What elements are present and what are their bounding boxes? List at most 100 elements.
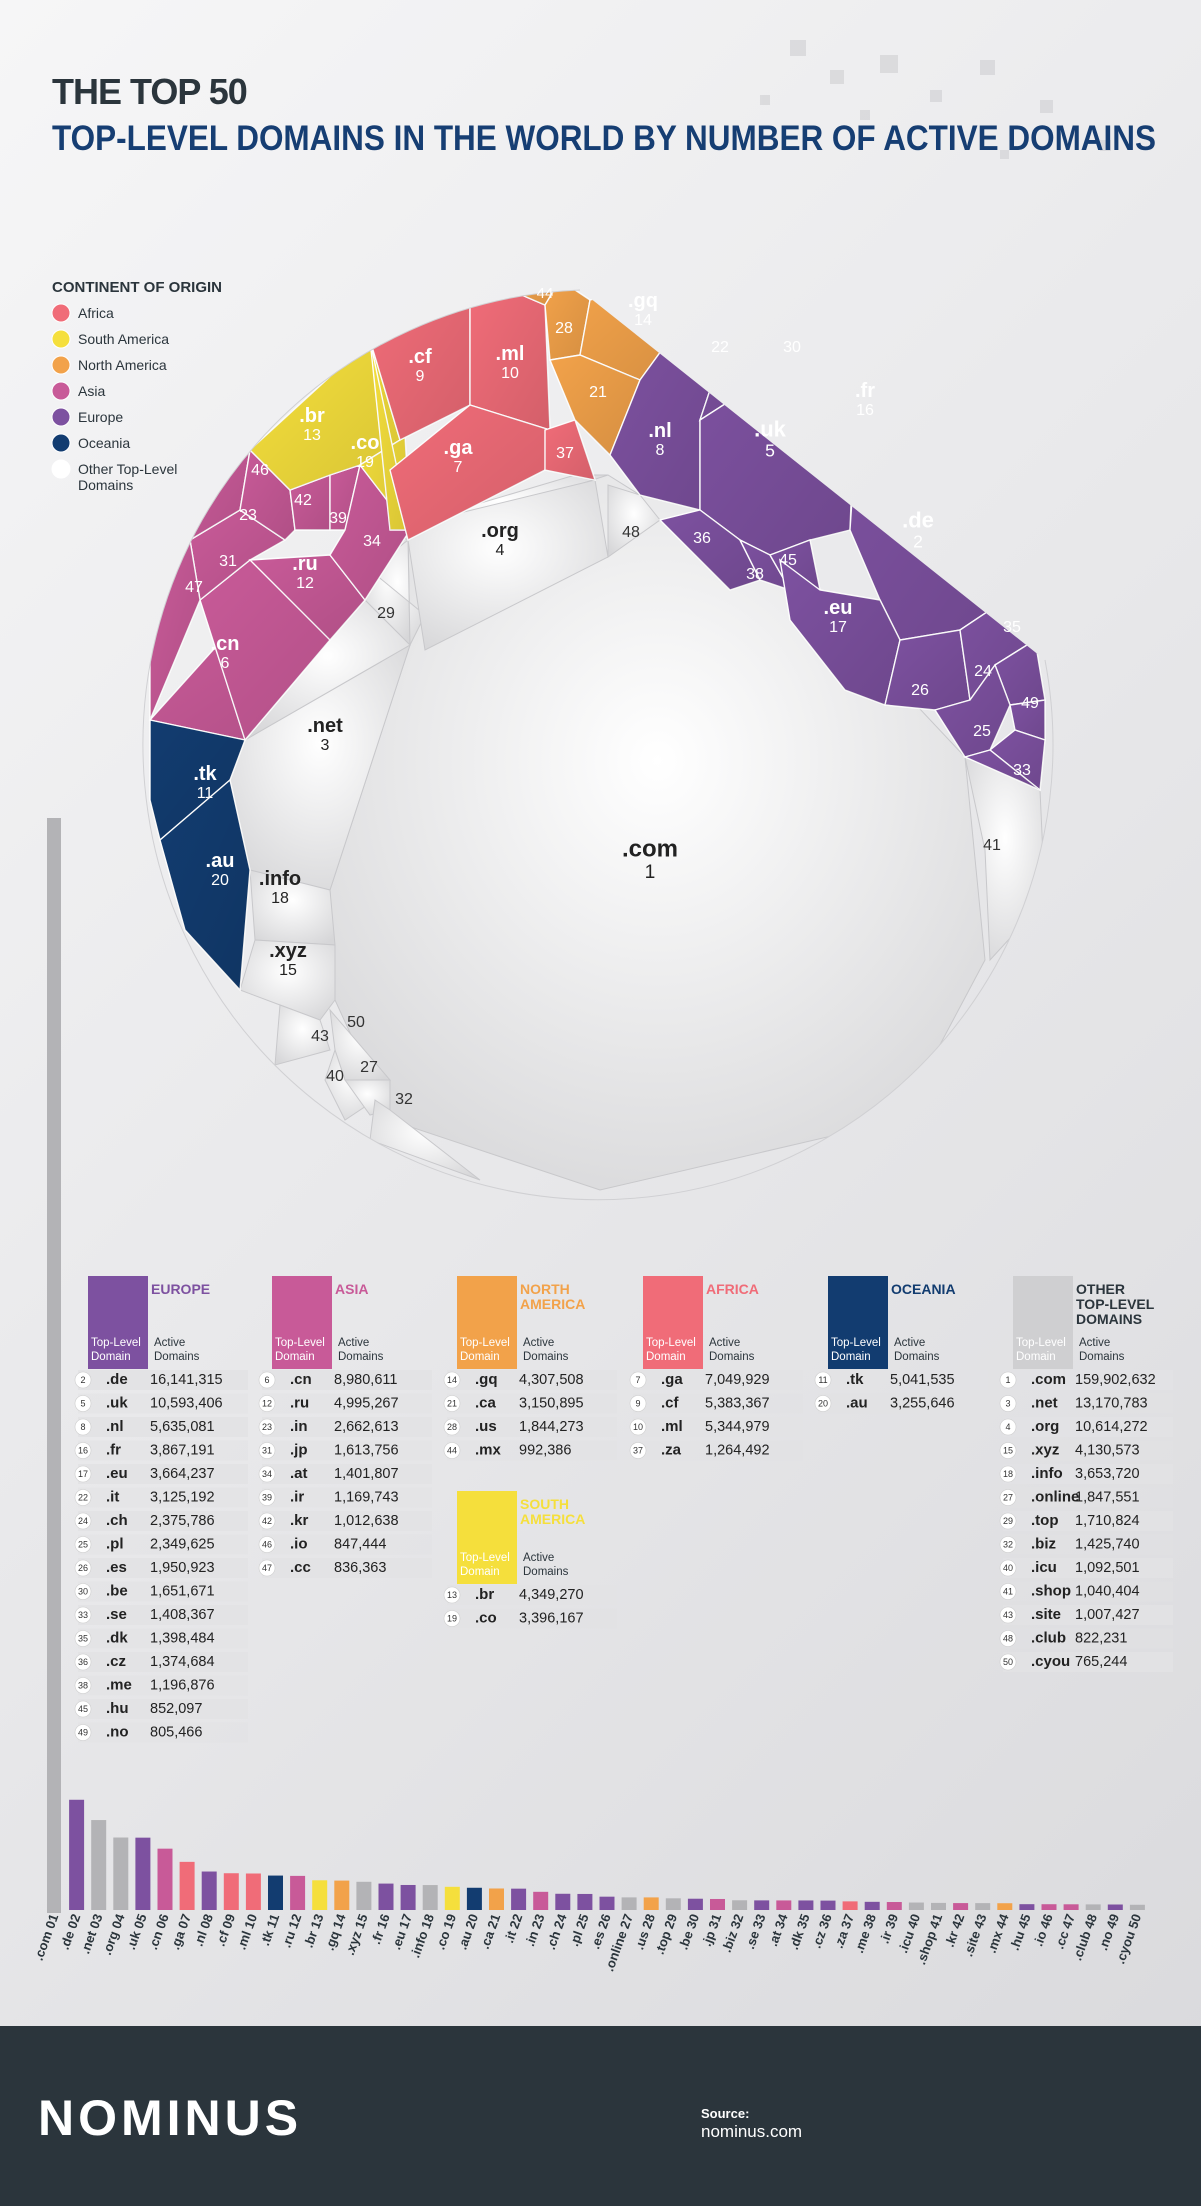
- rank-number: 3: [1005, 1399, 1010, 1409]
- table-row: 11 .tk 5,041,535: [814, 1370, 988, 1390]
- table-row-bg: [78, 1440, 248, 1461]
- rank-number: 27: [1003, 1493, 1013, 1503]
- tld-name: .shop: [1031, 1583, 1071, 1600]
- rank-badge: [258, 1442, 276, 1459]
- voronoi-label-rank: 22: [711, 339, 729, 356]
- rank-badge: [999, 1606, 1017, 1624]
- rank-number: 21: [447, 1399, 457, 1409]
- bar-category-label: .fr 16: [368, 1912, 393, 1946]
- table-row: 28 .us 1,844,273: [443, 1417, 617, 1437]
- table-row: 25 .pl 2,349,625: [74, 1534, 248, 1555]
- voronoi-cell-shade: [190, 510, 285, 600]
- active-domains-value: 7,049,929: [705, 1372, 770, 1388]
- voronoi-label-rank: 4: [496, 542, 505, 559]
- rank-number: 1: [1005, 1375, 1010, 1385]
- table-row-bg: [633, 1440, 803, 1461]
- rank-badge: [74, 1395, 92, 1412]
- bar: [687, 1898, 703, 1910]
- table-row-bg: [78, 1605, 248, 1625]
- bar: [378, 1883, 394, 1910]
- rank-badge: [258, 1465, 276, 1483]
- table-europe: EUROPE Top-Level Domain Active Domains 2 .de 16…: [74, 1276, 248, 1743]
- active-domains-value: 2,375,786: [150, 1513, 215, 1529]
- voronoi-label-rank: 48: [622, 524, 640, 541]
- voronoi-label: .ga7: [444, 437, 474, 476]
- voronoi-cell: [764, 299, 821, 377]
- voronoi-label-name: .net: [307, 715, 343, 737]
- bar: [422, 1885, 438, 1910]
- legend-label: North America: [78, 357, 167, 373]
- bar-category-label: .com 01: [31, 1912, 62, 1963]
- voronoi-cell-shade: [700, 350, 855, 555]
- table-title: SOUTH AMERICA: [520, 1496, 585, 1527]
- voronoi-label-rank: 38: [746, 566, 764, 583]
- voronoi-cell-shade: [990, 730, 1045, 790]
- rank-badge: [74, 1512, 92, 1530]
- voronoi-label: 35: [1003, 619, 1021, 636]
- table-row-bg: [262, 1511, 432, 1531]
- rank-number: 23: [262, 1422, 272, 1432]
- table-row: 49 .no 805,466: [74, 1722, 248, 1743]
- bar: [798, 1900, 814, 1910]
- rank-number: 45: [78, 1704, 88, 1714]
- rank-badge: [443, 1371, 461, 1389]
- voronoi-cell-shade: [550, 355, 640, 455]
- bar: [489, 1888, 504, 1910]
- voronoi-cell: [274, 1004, 331, 1066]
- table-row-bg: [1003, 1652, 1173, 1672]
- active-domains-value: 2,349,625: [150, 1537, 215, 1553]
- source-value: nominus.com: [701, 2122, 802, 2141]
- rank-number: 14: [447, 1375, 457, 1385]
- tld-name: .ga: [661, 1371, 683, 1388]
- scale-bar: [47, 818, 61, 1913]
- voronoi-label: 21: [589, 384, 607, 401]
- voronoi-label-rank: 23: [239, 507, 257, 524]
- voronoi-label-rank: 41: [983, 837, 1001, 854]
- table-northamerica: NORTH AMERICA Top-Level Domain Active Domains…: [443, 1276, 617, 1461]
- tld-name: .br: [475, 1586, 494, 1603]
- active-domains-value: 4,307,508: [519, 1372, 584, 1388]
- legend-swatch: [51, 303, 71, 323]
- voronoi-label: 47: [185, 579, 203, 596]
- legend-item-asia: Asia: [51, 381, 105, 401]
- title-line-2: TOP-LEVEL DOMAINS IN THE WORLD BY NUMBER…: [52, 119, 1156, 158]
- table-row-bg: [633, 1393, 803, 1414]
- table-row: 39 .ir 1,169,743: [258, 1487, 432, 1508]
- bar: [135, 1837, 151, 1910]
- table-row-bg: [262, 1534, 432, 1555]
- rank-badge: [999, 1442, 1017, 1459]
- voronoi-label-rank: 1: [645, 862, 656, 883]
- voronoi-label: 27: [360, 1059, 378, 1076]
- active-domains-value: 1,401,807: [334, 1466, 399, 1482]
- table-col1-header: Top-Level Domain: [275, 1337, 325, 1363]
- legend-title: CONTINENT OF ORIGIN: [52, 279, 222, 296]
- table-color-block: [643, 1276, 703, 1369]
- bar-chart: .com 01.de 02.net 03.org 04.uk 05.cn 06.…: [31, 1799, 1145, 1973]
- voronoi-label: 50: [347, 1014, 365, 1031]
- active-domains-value: 1,196,876: [150, 1678, 215, 1694]
- bar: [842, 1901, 858, 1910]
- table-row-bg: [818, 1393, 988, 1414]
- tld-name: .us: [475, 1418, 497, 1435]
- rank-badge: [258, 1371, 276, 1389]
- active-domains-value: 1,012,638: [334, 1513, 399, 1529]
- active-domains-value: 805,466: [150, 1725, 202, 1741]
- bar: [599, 1896, 615, 1910]
- table-col2-header: Active Domains: [523, 1337, 569, 1363]
- voronoi-cell-shade: [780, 560, 900, 705]
- rank-number: 2: [80, 1375, 85, 1385]
- rank-number: 24: [78, 1516, 88, 1526]
- active-domains-value: 1,425,740: [1075, 1537, 1140, 1553]
- voronoi-label: .uk5: [754, 417, 787, 461]
- voronoi-cell-shade: [810, 320, 940, 455]
- table-row-bg: [447, 1393, 617, 1414]
- voronoi-label-rank: 32: [395, 1091, 413, 1108]
- bar: [710, 1898, 725, 1910]
- table-row: 4 .org 10,614,272: [999, 1417, 1173, 1437]
- legend-label: Other Top-Level Domains: [78, 461, 177, 493]
- tld-name: .dk: [106, 1630, 128, 1647]
- voronoi-label: 43: [311, 1028, 329, 1045]
